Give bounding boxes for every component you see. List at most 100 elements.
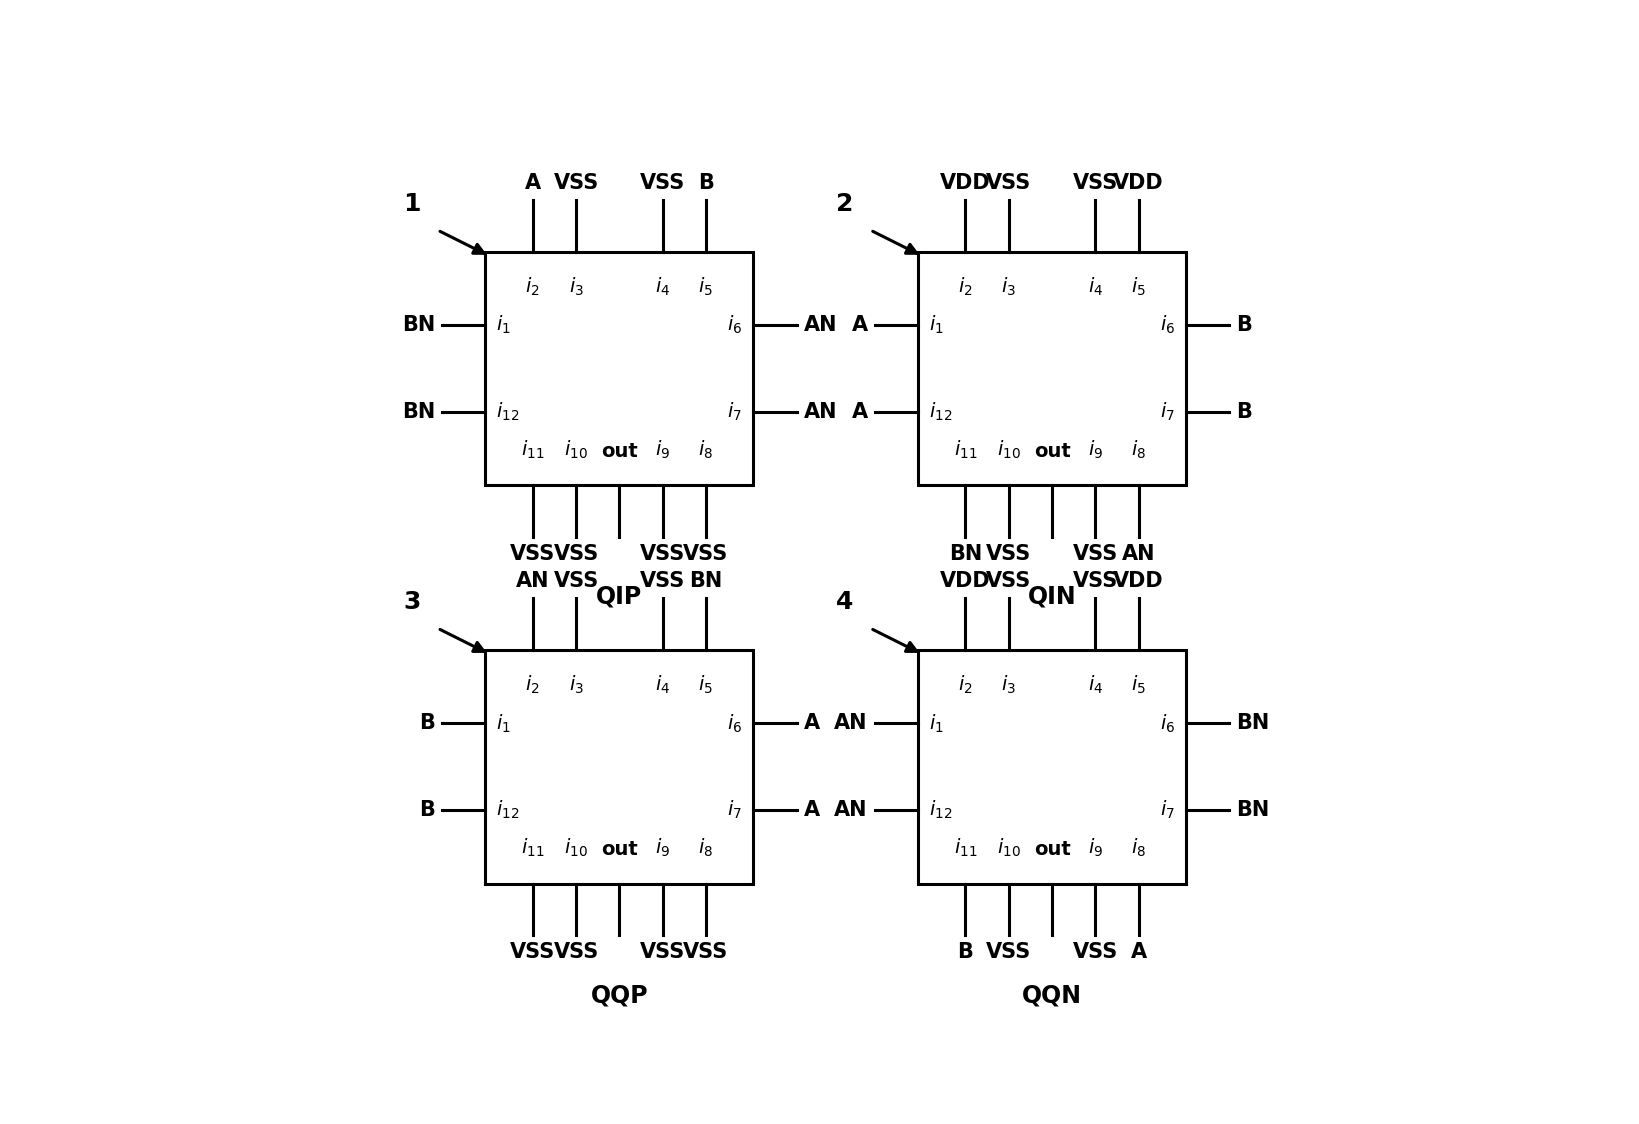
Text: $i_{1}$: $i_{1}$: [497, 314, 511, 336]
Text: $i_{5}$: $i_{5}$: [698, 674, 713, 697]
Text: $i_{3}$: $i_{3}$: [1001, 277, 1016, 298]
Text: $i_{2}$: $i_{2}$: [526, 277, 541, 298]
Text: AN: AN: [834, 800, 867, 819]
Text: VSS: VSS: [639, 571, 685, 591]
Text: A: A: [803, 714, 820, 733]
Text: $i_{9}$: $i_{9}$: [656, 438, 670, 461]
Text: A: A: [852, 316, 867, 335]
Text: $i_{4}$: $i_{4}$: [1088, 674, 1103, 697]
Text: QIP: QIP: [597, 584, 642, 609]
Text: B: B: [1236, 316, 1252, 335]
Text: $i_{7}$: $i_{7}$: [1160, 400, 1175, 423]
Text: VSS: VSS: [554, 571, 598, 591]
Bar: [918, 650, 1187, 883]
Text: $i_{6}$: $i_{6}$: [1160, 314, 1175, 336]
Text: B: B: [420, 800, 434, 819]
Text: $i_{4}$: $i_{4}$: [656, 674, 670, 697]
Text: AN: AN: [516, 571, 549, 591]
Text: AN: AN: [1121, 544, 1155, 564]
Text: A: A: [524, 173, 541, 193]
Text: $i_{11}$: $i_{11}$: [521, 837, 544, 859]
Text: VSS: VSS: [639, 173, 685, 193]
Bar: [485, 252, 754, 486]
Text: BN: BN: [402, 316, 434, 335]
Text: $i_{10}$: $i_{10}$: [997, 438, 1021, 461]
Text: A: A: [852, 402, 867, 422]
Text: out: out: [1034, 841, 1070, 859]
Text: $i_{2}$: $i_{2}$: [959, 674, 974, 697]
Text: $i_{5}$: $i_{5}$: [1131, 277, 1146, 298]
Text: VSS: VSS: [987, 942, 1031, 962]
Text: $i_{3}$: $i_{3}$: [569, 674, 583, 697]
Text: QQN: QQN: [1023, 984, 1082, 1007]
Text: $i_{6}$: $i_{6}$: [1160, 713, 1175, 735]
Text: AN: AN: [834, 714, 867, 733]
Text: BN: BN: [1236, 800, 1270, 819]
Text: A: A: [803, 800, 820, 819]
Text: $i_{12}$: $i_{12}$: [929, 400, 952, 423]
Text: $i_{12}$: $i_{12}$: [929, 799, 952, 822]
Text: $i_{1}$: $i_{1}$: [497, 713, 511, 735]
Text: BN: BN: [949, 544, 982, 564]
Text: $i_{12}$: $i_{12}$: [497, 799, 520, 822]
Text: AN: AN: [803, 316, 838, 335]
Text: VSS: VSS: [683, 942, 728, 962]
Text: $i_{12}$: $i_{12}$: [497, 400, 520, 423]
Text: $i_{9}$: $i_{9}$: [1088, 438, 1103, 461]
Text: $i_{9}$: $i_{9}$: [1088, 837, 1103, 859]
Text: VSS: VSS: [1072, 173, 1118, 193]
Text: VSS: VSS: [639, 942, 685, 962]
Text: BN: BN: [690, 571, 723, 591]
Text: 3: 3: [403, 590, 420, 614]
Text: VSS: VSS: [639, 544, 685, 564]
Text: $i_{6}$: $i_{6}$: [728, 713, 742, 735]
Text: VSS: VSS: [554, 544, 598, 564]
Text: VSS: VSS: [554, 942, 598, 962]
Text: out: out: [602, 442, 638, 461]
Text: $i_{1}$: $i_{1}$: [929, 713, 944, 735]
Text: $i_{4}$: $i_{4}$: [656, 277, 670, 298]
Bar: [918, 252, 1187, 486]
Text: VSS: VSS: [987, 544, 1031, 564]
Text: $i_{11}$: $i_{11}$: [954, 837, 977, 859]
Text: $i_{11}$: $i_{11}$: [521, 438, 544, 461]
Text: $i_{10}$: $i_{10}$: [564, 438, 588, 461]
Text: VSS: VSS: [987, 571, 1031, 591]
Text: B: B: [698, 173, 713, 193]
Text: $i_{6}$: $i_{6}$: [728, 314, 742, 336]
Text: $i_{5}$: $i_{5}$: [1131, 674, 1146, 697]
Text: B: B: [420, 714, 434, 733]
Text: VSS: VSS: [683, 544, 728, 564]
Text: $i_{8}$: $i_{8}$: [1131, 438, 1146, 461]
Text: 4: 4: [836, 590, 852, 614]
Text: $i_{9}$: $i_{9}$: [656, 837, 670, 859]
Text: $i_{1}$: $i_{1}$: [929, 314, 944, 336]
Text: VDD: VDD: [1113, 173, 1164, 193]
Text: $i_{8}$: $i_{8}$: [698, 837, 713, 859]
Text: VSS: VSS: [510, 544, 556, 564]
Text: $i_{11}$: $i_{11}$: [954, 438, 977, 461]
Text: $i_{2}$: $i_{2}$: [526, 674, 541, 697]
Text: VSS: VSS: [554, 173, 598, 193]
Bar: [485, 650, 754, 883]
Text: $i_{3}$: $i_{3}$: [569, 277, 583, 298]
Text: VSS: VSS: [1072, 544, 1118, 564]
Text: QIN: QIN: [1028, 584, 1077, 609]
Text: VDD: VDD: [941, 571, 992, 591]
Text: $i_{10}$: $i_{10}$: [564, 837, 588, 859]
Text: VSS: VSS: [987, 173, 1031, 193]
Text: AN: AN: [803, 402, 838, 422]
Text: $i_{7}$: $i_{7}$: [728, 799, 742, 822]
Text: A: A: [1131, 942, 1147, 962]
Text: $i_{4}$: $i_{4}$: [1088, 277, 1103, 298]
Text: 2: 2: [836, 192, 852, 216]
Text: out: out: [1034, 442, 1070, 461]
Text: $i_{10}$: $i_{10}$: [997, 837, 1021, 859]
Text: VDD: VDD: [941, 173, 992, 193]
Text: BN: BN: [1236, 714, 1270, 733]
Text: 1: 1: [403, 192, 420, 216]
Text: $i_{2}$: $i_{2}$: [959, 277, 974, 298]
Text: $i_{3}$: $i_{3}$: [1001, 674, 1016, 697]
Text: VDD: VDD: [1113, 571, 1164, 591]
Text: B: B: [1236, 402, 1252, 422]
